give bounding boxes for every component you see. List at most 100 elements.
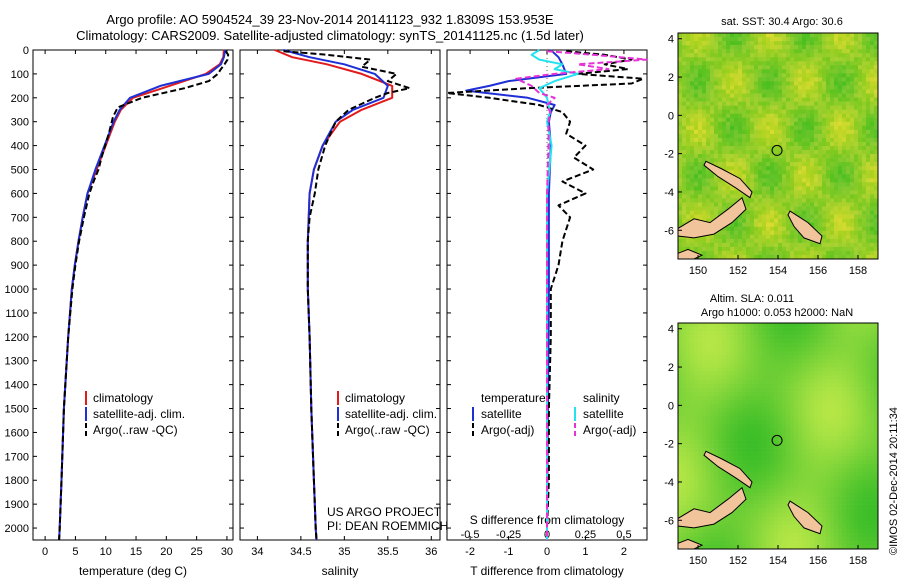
map-cell <box>874 411 879 417</box>
map-cell <box>786 194 791 199</box>
map-cell <box>754 210 759 215</box>
map-cell <box>722 431 727 437</box>
map-cell <box>726 367 731 372</box>
map-cell <box>746 214 751 219</box>
map-cell <box>858 69 863 74</box>
map-cell <box>710 339 715 344</box>
map-cell <box>682 492 687 497</box>
map-cell <box>874 210 879 215</box>
map-cell <box>786 339 791 344</box>
map-cell <box>838 69 843 74</box>
map-cell <box>758 254 763 260</box>
map-cell <box>774 137 779 143</box>
map-cell <box>798 41 803 46</box>
map-cell <box>870 343 875 348</box>
map-cell <box>746 109 751 115</box>
map-cell <box>842 154 847 159</box>
map-cell <box>754 146 759 151</box>
map-cell <box>726 363 731 368</box>
map-cell <box>682 391 687 396</box>
map-cell <box>702 351 707 356</box>
map-cell <box>702 363 707 368</box>
map-cell <box>774 484 779 489</box>
map-cell <box>778 343 783 348</box>
map-cell <box>762 444 767 449</box>
map-cell <box>686 339 691 344</box>
map-cell <box>754 186 759 191</box>
map-cell <box>854 125 859 131</box>
map-cell <box>742 89 747 94</box>
map-cell <box>698 423 703 429</box>
map-cell <box>858 93 863 98</box>
map-cell <box>742 129 747 135</box>
map-cell <box>746 178 751 183</box>
map-cell <box>690 448 695 453</box>
argo-float-marker <box>771 144 783 156</box>
map-cell <box>862 476 867 481</box>
map-cell <box>734 238 739 244</box>
map-cell <box>762 137 767 143</box>
map-cell <box>750 53 755 58</box>
map-cell <box>854 65 859 70</box>
map-cell <box>818 45 823 50</box>
map-cell <box>714 125 719 131</box>
map-cell <box>682 77 687 82</box>
map-cell <box>830 133 835 139</box>
map-cell <box>810 460 815 465</box>
map-cell <box>762 367 767 372</box>
map-cell <box>850 444 855 449</box>
map-cell <box>686 61 691 66</box>
map-cell <box>802 440 807 445</box>
map-cell <box>850 206 855 211</box>
map-cell <box>754 65 759 70</box>
map-cell <box>870 93 875 98</box>
map-cell <box>822 186 827 191</box>
map-cell <box>742 484 747 489</box>
map-cell <box>710 351 715 356</box>
map-cell <box>874 464 879 469</box>
map-cell <box>738 162 743 167</box>
map-cell <box>690 97 695 102</box>
map-cell <box>710 125 715 131</box>
map-cell <box>742 121 747 127</box>
map-cell <box>762 484 767 489</box>
map-cell <box>694 323 699 328</box>
map-cell <box>838 125 843 131</box>
map-cell <box>790 146 795 151</box>
map-cell <box>778 93 783 98</box>
map-cell <box>842 444 847 449</box>
map-cell <box>802 411 807 417</box>
map-cell <box>774 226 779 232</box>
map-cell <box>770 210 775 215</box>
map-cell <box>798 423 803 429</box>
map-cell <box>738 440 743 445</box>
map-cell <box>810 347 815 352</box>
map-cell <box>762 117 767 123</box>
map-cell <box>762 230 767 236</box>
map-cell <box>766 395 771 400</box>
map-cell <box>874 69 879 74</box>
map-cell <box>782 117 787 123</box>
map-cell <box>850 250 855 256</box>
map-cell <box>810 323 815 328</box>
map-cell <box>802 407 807 413</box>
map-cell <box>870 480 875 485</box>
map-cell <box>682 57 687 62</box>
map-cell <box>742 436 747 441</box>
map-cell <box>706 129 711 135</box>
map-cell <box>698 190 703 195</box>
map-cell <box>710 363 715 368</box>
map-cell <box>774 440 779 445</box>
map-cell <box>718 359 723 364</box>
map-cell <box>694 178 699 183</box>
map-cell <box>718 109 723 115</box>
map-cell <box>738 77 743 82</box>
map-cell <box>826 391 831 396</box>
map-cell <box>710 105 715 110</box>
map-cell <box>866 423 871 429</box>
map-cell <box>814 190 819 195</box>
map-cell <box>730 105 735 110</box>
map-cell <box>766 166 771 171</box>
map-cell <box>798 472 803 477</box>
map-cell <box>746 113 751 119</box>
